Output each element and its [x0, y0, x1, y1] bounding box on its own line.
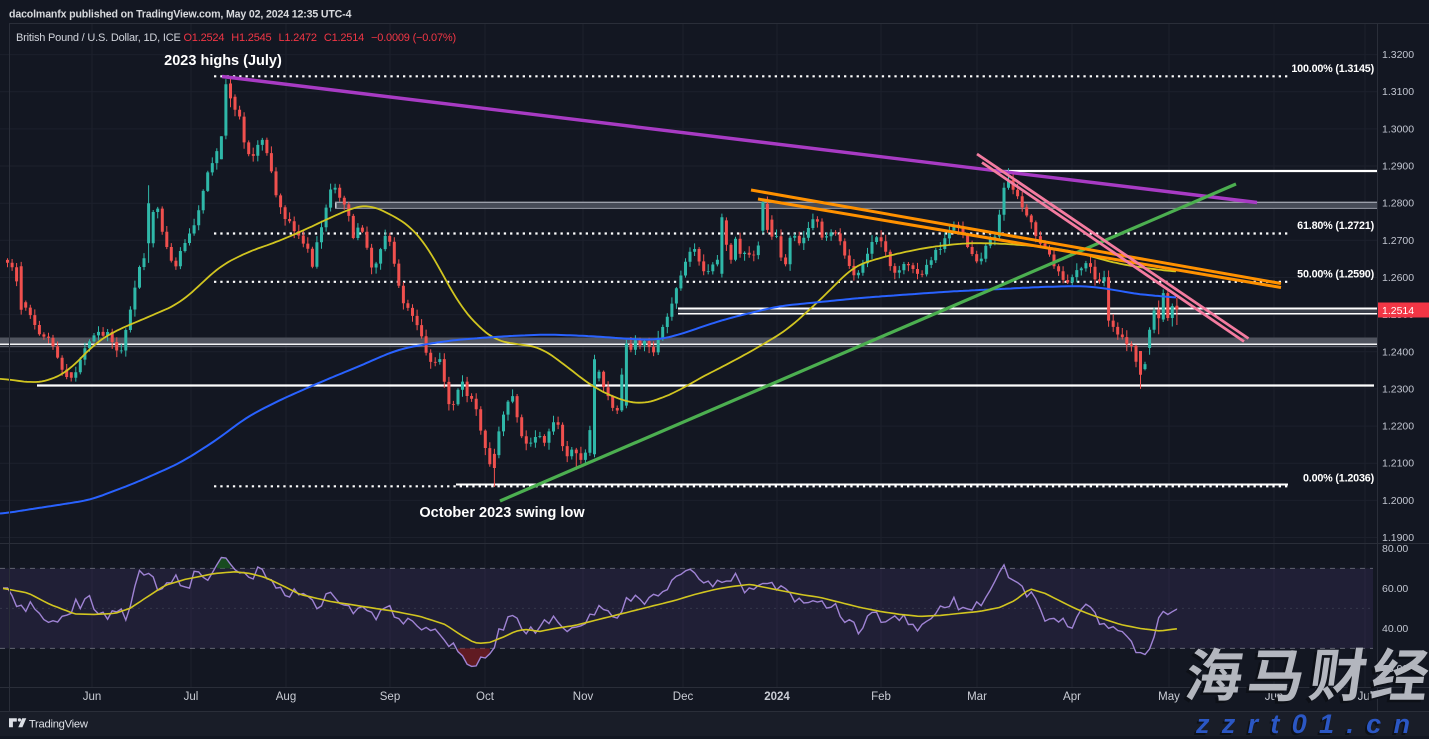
svg-text:60.00: 60.00: [1382, 583, 1408, 595]
svg-text:1.2900: 1.2900: [1382, 161, 1414, 173]
svg-text:1.2200: 1.2200: [1382, 421, 1414, 433]
svg-text:50.00% (1.2590): 50.00% (1.2590): [1297, 268, 1374, 280]
svg-text:1.2100: 1.2100: [1382, 458, 1414, 470]
svg-text:1.1900: 1.1900: [1382, 532, 1414, 544]
svg-text:Mar: Mar: [967, 691, 987, 703]
svg-text:dacolmanfx published on Tradin: dacolmanfx published on TradingView.com,…: [9, 9, 352, 21]
svg-text:1.2514: 1.2514: [1382, 305, 1414, 317]
svg-text:40.00: 40.00: [1382, 623, 1408, 635]
svg-text:61.80% (1.2721): 61.80% (1.2721): [1297, 220, 1374, 232]
svg-text:1.2600: 1.2600: [1382, 272, 1414, 284]
svg-text:Sep: Sep: [380, 691, 400, 703]
svg-text:TradingView: TradingView: [29, 719, 89, 731]
svg-text:October 2023 swing low: October 2023 swing low: [419, 505, 585, 521]
svg-text:Apr: Apr: [1063, 691, 1081, 703]
svg-text:Nov: Nov: [573, 691, 594, 703]
svg-text:1.3000: 1.3000: [1382, 123, 1414, 135]
svg-text:Jul: Jul: [184, 691, 199, 703]
svg-text:1.2300: 1.2300: [1382, 383, 1414, 395]
svg-text:2023 highs (July): 2023 highs (July): [164, 53, 282, 69]
svg-text:1.2800: 1.2800: [1382, 198, 1414, 210]
svg-text:Oct: Oct: [476, 691, 495, 703]
svg-text:May: May: [1158, 691, 1180, 703]
svg-text:Aug: Aug: [276, 691, 296, 703]
svg-text:zzrt01.cn: zzrt01.cn: [1193, 711, 1420, 739]
svg-text:80.00: 80.00: [1382, 543, 1408, 555]
svg-text:1.2400: 1.2400: [1382, 346, 1414, 358]
svg-text:Feb: Feb: [871, 691, 891, 703]
svg-text:100.00% (1.3145): 100.00% (1.3145): [1291, 63, 1374, 75]
svg-text:1.3200: 1.3200: [1382, 49, 1414, 61]
svg-text:1.2000: 1.2000: [1382, 495, 1414, 507]
svg-text:Jun: Jun: [83, 691, 102, 703]
svg-text:1.3100: 1.3100: [1382, 86, 1414, 98]
svg-text:zzrt01.cn: zzrt01.cn: [1195, 709, 1422, 739]
svg-text:1.2700: 1.2700: [1382, 235, 1414, 247]
svg-text:0.00% (1.2036): 0.00% (1.2036): [1303, 473, 1375, 485]
svg-text:British Pound / U.S. Dollar, 1: British Pound / U.S. Dollar, 1D, ICE O1.…: [16, 32, 456, 44]
svg-text:2024: 2024: [764, 691, 790, 703]
svg-text:Dec: Dec: [673, 691, 694, 703]
